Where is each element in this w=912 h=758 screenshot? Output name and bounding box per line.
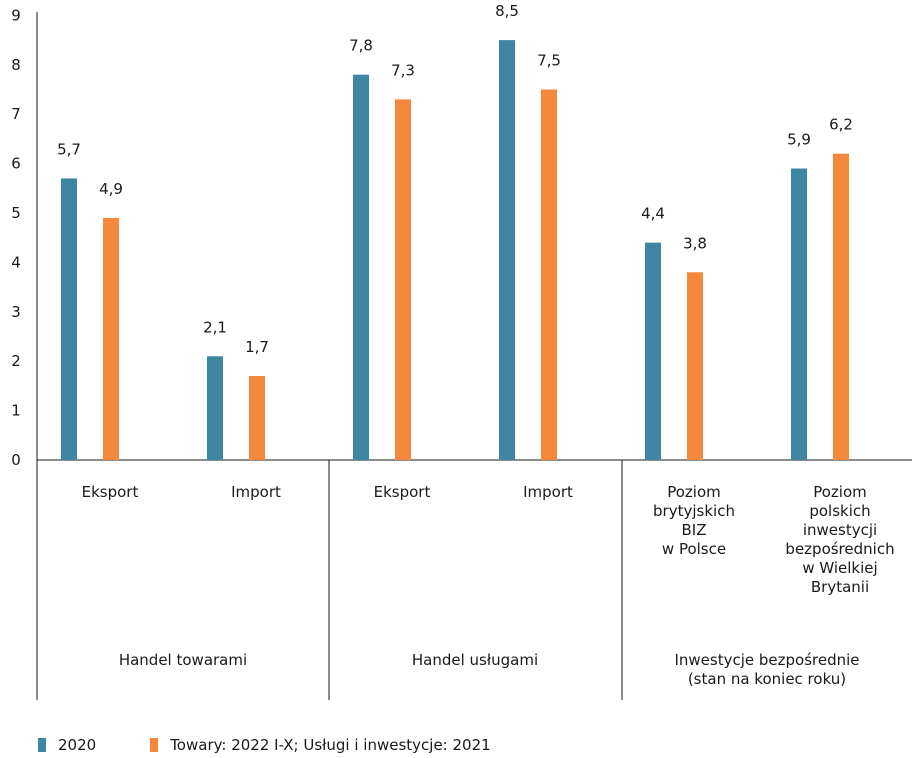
data-label-series-2-cat-6: 6,2 [829,116,853,134]
category-label-2-line-1: Import [231,483,281,501]
category-label-6-line-6: Brytanii [811,578,869,596]
bar-series-2-cat-2 [249,376,265,460]
y-tick-label-6: 6 [11,155,21,173]
legend-item-series-2: Towary: 2022 I-X; Usługi i inwestycje: 2… [150,736,491,754]
bar-series-2-cat-3 [395,99,411,460]
data-label-series-1-cat-2: 2,1 [203,318,227,336]
bar-series-1-cat-4 [499,40,515,460]
bar-series-2-cat-1 [103,217,119,460]
data-label-series-1-cat-5: 4,4 [641,205,665,223]
category-label-3-line-1: Eksport [374,483,431,501]
y-tick-label-1: 1 [11,402,21,420]
data-label-series-2-cat-4: 7,5 [537,52,561,70]
legend-swatch-series-2 [150,738,159,752]
bar-series-1-cat-2 [207,356,223,460]
legend-swatch-series-1 [38,738,46,752]
category-label-6-line-4: bezpośrednich [785,540,894,558]
bar-series-1-cat-6 [791,168,807,461]
bar-series-1-cat-1 [61,178,77,461]
data-label-series-2-cat-3: 7,3 [391,61,415,79]
category-label-6-line-2: polskich [809,502,870,520]
y-tick-label-5: 5 [11,204,21,222]
data-label-series-1-cat-6: 5,9 [787,131,811,149]
legend-item-series-1: 2020 [38,736,96,754]
data-label-series-1-cat-3: 7,8 [349,37,373,55]
group-label-3-line-1: Inwestycje bezpośrednie [674,651,859,669]
category-label-1-line-1: Eksport [82,483,139,501]
data-label-series-2-cat-2: 1,7 [245,338,269,356]
category-label-6-line-3: inwestycji [803,521,877,539]
legend-label-series-2: Towary: 2022 I-X; Usługi i inwestycje: 2… [170,736,491,754]
data-label-series-2-cat-5: 3,8 [683,234,707,252]
bar-series-1-cat-3 [353,74,369,461]
bar-series-2-cat-4 [541,89,557,460]
category-label-5-line-1: Poziom [667,483,721,501]
data-label-series-1-cat-4: 8,5 [495,2,519,20]
y-tick-label-3: 3 [11,303,21,321]
data-label-series-2-cat-1: 4,9 [99,180,123,198]
y-tick-label-2: 2 [11,352,21,370]
category-label-5-line-3: BIZ [682,521,707,539]
group-label-3-line-2: (stan na koniec roku) [688,670,846,688]
group-label-2-line-1: Handel usługami [412,651,538,669]
y-tick-label-7: 7 [11,105,21,123]
legend-label-series-1: 2020 [58,736,97,754]
bar-series-1-cat-5 [645,242,661,460]
y-tick-label-0: 0 [11,451,21,469]
group-label-1-line-1: Handel towarami [119,651,247,669]
category-label-6-line-5: w Wielkiej [802,559,877,577]
category-label-5-line-2: brytyjskich [653,502,735,520]
data-label-series-1-cat-1: 5,7 [57,140,81,158]
y-tick-label-9: 9 [11,6,21,24]
y-tick-label-8: 8 [11,56,21,74]
category-label-4-line-1: Import [523,483,573,501]
legend: 2020 Towary: 2022 I-X; Usługi i inwestyc… [38,734,545,756]
bar-series-2-cat-5 [687,272,703,460]
bar-series-2-cat-6 [833,153,849,460]
y-tick-label-4: 4 [11,253,21,271]
category-label-6-line-1: Poziom [813,483,867,501]
category-label-5-line-4: w Polsce [662,540,726,558]
